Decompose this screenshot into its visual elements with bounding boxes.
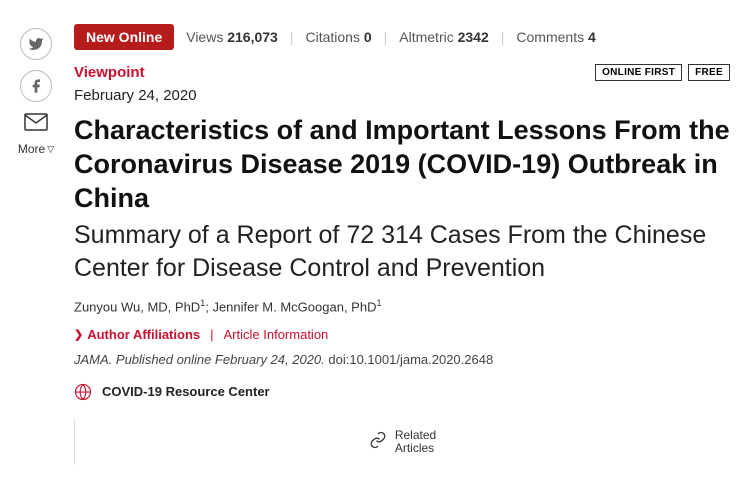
new-online-badge: New Online [74,24,174,50]
chevron-down-icon: ▽ [47,144,54,155]
link-icon [369,431,387,452]
altmetric-stat[interactable]: Altmetric 2342 [399,29,489,45]
author-affiliations-link[interactable]: ❯ Author Affiliations [74,327,200,342]
article-type: Viewpoint [74,64,145,81]
chevron-right-icon: ❯ [74,328,83,341]
access-pills: ONLINE FIRST FREE [595,64,730,81]
twitter-icon[interactable] [20,28,52,60]
more-button[interactable]: More ▽ [18,142,54,156]
authors: Zunyou Wu, MD, PhD1; Jennifer M. McGooga… [74,298,730,314]
article-subtitle: Summary of a Report of 72 314 Cases From… [74,219,730,284]
stats-row: New Online Views 216,073 | Citations 0 |… [74,24,730,50]
citations-stat[interactable]: Citations 0 [305,29,371,45]
related-section: RelatedArticles [74,419,730,465]
publish-date: February 24, 2020 [74,87,730,104]
share-sidebar: More ▽ [12,24,60,465]
article-title: Characteristics of and Important Lessons… [74,114,730,215]
related-articles-link[interactable]: RelatedArticles [369,429,436,455]
citation: JAMA. Published online February 24, 2020… [74,352,730,367]
online-first-pill: ONLINE FIRST [595,64,682,81]
article-links: ❯ Author Affiliations | Article Informat… [74,327,730,342]
globe-icon [74,383,92,401]
article-information-link[interactable]: Article Information [224,327,329,342]
comments-stat[interactable]: Comments 4 [516,29,595,45]
facebook-icon[interactable] [20,70,52,102]
resource-center-link[interactable]: COVID-19 Resource Center [74,383,730,401]
email-icon[interactable] [22,112,50,132]
more-label: More [18,142,45,156]
views-stat[interactable]: Views 216,073 [186,29,278,45]
article-main: New Online Views 216,073 | Citations 0 |… [60,24,730,465]
free-pill: FREE [688,64,730,81]
